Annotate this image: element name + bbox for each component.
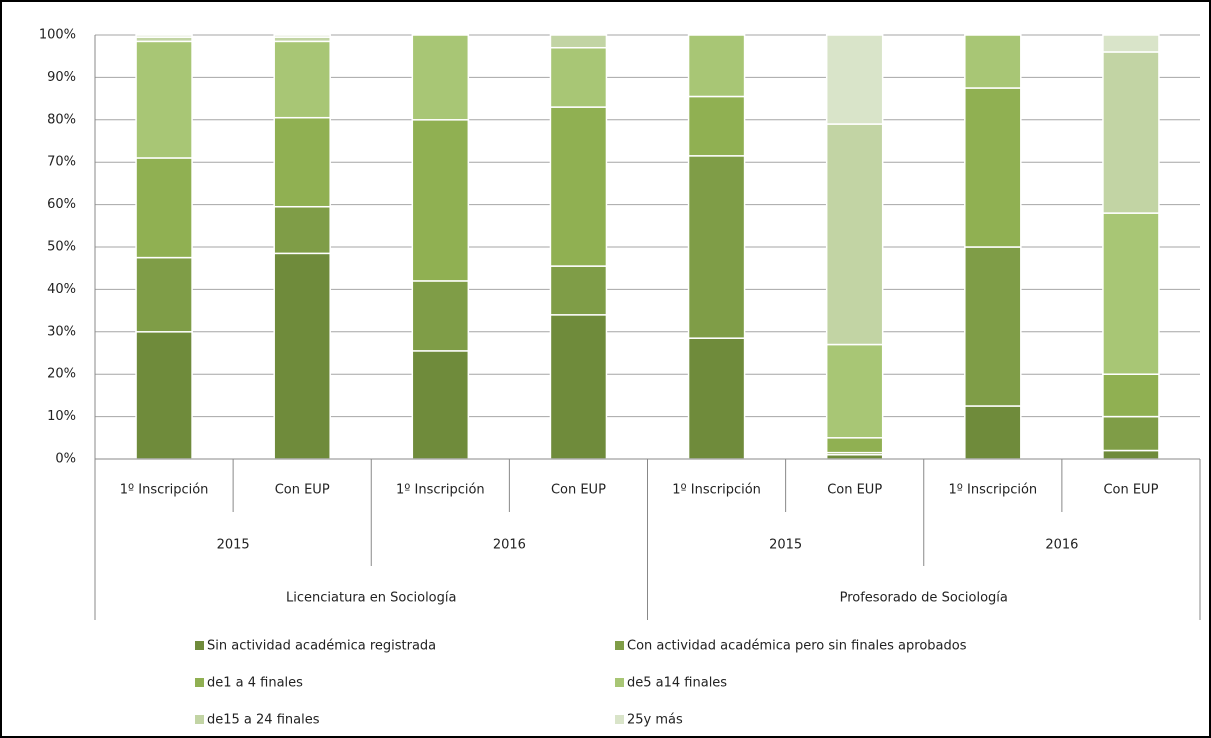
bar-segment <box>549 265 608 316</box>
bar-segment <box>1102 51 1160 214</box>
bar-segment <box>411 119 470 282</box>
bar-segment <box>825 343 884 439</box>
year-label: 2015 <box>217 538 250 553</box>
bar-segment <box>1102 415 1160 452</box>
bar-segment <box>1102 449 1160 460</box>
bar-segment <box>964 405 1022 460</box>
x-tick-label: 1º Inscripción <box>396 483 485 498</box>
legend-swatch <box>195 641 204 650</box>
legend-label: de1 a 4 finales <box>207 676 303 691</box>
legend-swatch <box>615 715 624 724</box>
bar-segment <box>273 205 331 255</box>
legend-label: Con actividad académica pero sin finales… <box>627 639 967 654</box>
bar-segment <box>825 437 884 454</box>
x-tick-label: 1º Inscripción <box>948 483 1037 498</box>
y-tick-label: 90% <box>47 70 76 85</box>
bar-segment <box>1102 373 1160 418</box>
bar-segment <box>135 331 193 460</box>
program-label: Profesorado de Sociología <box>840 591 1008 606</box>
legend-label: 25y más <box>627 713 683 728</box>
bar-segment <box>273 34 331 38</box>
y-tick-label: 70% <box>47 155 76 170</box>
legend-swatch <box>195 678 204 687</box>
legend-swatch <box>615 641 624 650</box>
bar-segment <box>549 314 608 460</box>
x-tick-label: Con EUP <box>1103 483 1158 498</box>
year-label: 2016 <box>493 538 526 553</box>
bar-segment <box>411 350 470 460</box>
bar-segment <box>135 157 193 259</box>
bar-segment <box>135 40 193 159</box>
bar-segment <box>135 256 193 333</box>
y-tick-label: 60% <box>47 197 76 212</box>
year-label: 2016 <box>1045 538 1078 553</box>
bar-segment <box>549 46 608 108</box>
y-tick-label: 100% <box>39 28 76 43</box>
bar-segment <box>549 34 608 49</box>
bar-segment <box>687 337 746 460</box>
bar-segment <box>1102 212 1160 375</box>
bar-segment <box>273 252 331 460</box>
bar-segment <box>411 280 470 352</box>
x-tick-label: 1º Inscripción <box>672 483 761 498</box>
y-tick-label: 40% <box>47 282 76 297</box>
legend-label: de5 a14 finales <box>627 676 727 691</box>
legend-swatch <box>195 715 204 724</box>
y-tick-label: 0% <box>55 452 76 467</box>
x-tick-label: Con EUP <box>827 483 882 498</box>
x-tick-label: Con EUP <box>551 483 606 498</box>
y-tick-label: 30% <box>47 324 76 339</box>
legend-label: Sin actividad académica registrada <box>207 639 436 654</box>
bar-segment <box>687 155 746 339</box>
bar-segment <box>1102 34 1160 53</box>
x-tick-label: Con EUP <box>275 483 330 498</box>
y-tick-label: 10% <box>47 409 76 424</box>
bar-segment <box>687 34 746 98</box>
bar-segment <box>135 34 193 38</box>
bar-segment <box>825 123 884 346</box>
year-label: 2015 <box>769 538 802 553</box>
bar-segment <box>273 40 331 119</box>
x-tick-label: 1º Inscripción <box>120 483 209 498</box>
bar-segment <box>549 106 608 267</box>
y-tick-label: 80% <box>47 112 76 127</box>
y-tick-label: 50% <box>47 240 76 255</box>
bar-segment <box>964 87 1022 248</box>
bar-segment <box>411 34 470 121</box>
bar-segment <box>687 95 746 157</box>
y-tick-label: 20% <box>47 367 76 382</box>
program-label: Licenciatura en Sociología <box>286 591 456 606</box>
legend-swatch <box>615 678 624 687</box>
bar-segment <box>964 246 1022 407</box>
bar-segment <box>825 34 884 125</box>
legend-label: de15 a 24 finales <box>207 713 320 728</box>
bar-segment <box>964 34 1022 89</box>
bar-segment <box>273 116 331 208</box>
